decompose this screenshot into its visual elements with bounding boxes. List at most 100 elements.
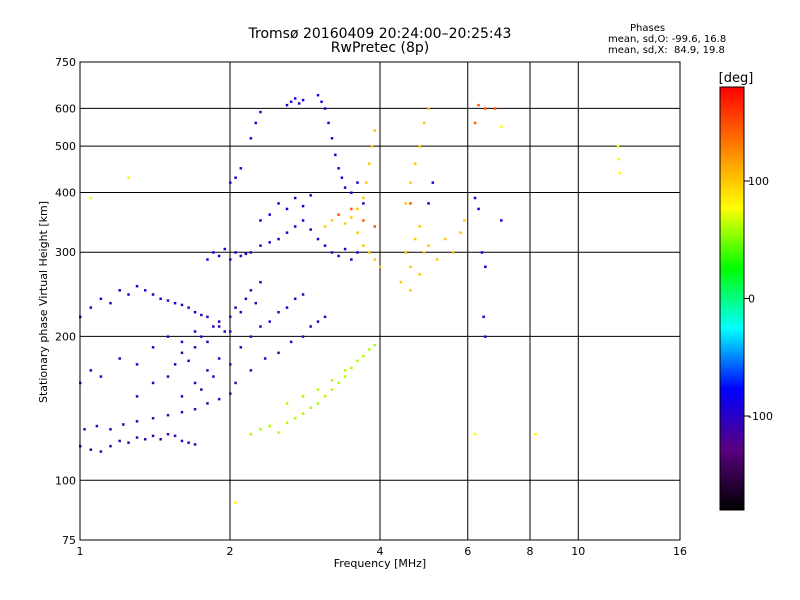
data-point xyxy=(616,145,620,148)
data-point xyxy=(229,363,232,366)
data-point xyxy=(143,289,147,292)
data-point xyxy=(617,158,621,161)
data-point xyxy=(356,359,359,363)
data-point xyxy=(249,251,253,254)
data-point xyxy=(254,301,257,305)
data-point xyxy=(180,395,184,398)
data-point xyxy=(268,424,271,428)
data-point xyxy=(200,335,203,338)
data-point xyxy=(206,315,209,319)
data-point xyxy=(427,107,430,110)
data-point xyxy=(443,237,447,241)
data-point xyxy=(223,247,227,251)
data-point xyxy=(193,381,197,385)
data-point xyxy=(323,395,327,398)
data-point xyxy=(409,202,412,205)
data-point xyxy=(463,219,466,222)
data-point xyxy=(409,265,412,269)
data-point xyxy=(151,346,155,349)
data-point xyxy=(289,100,293,104)
data-point xyxy=(362,219,365,222)
data-point xyxy=(151,381,155,385)
data-point xyxy=(350,366,353,370)
data-point xyxy=(367,162,371,165)
data-point xyxy=(159,297,162,301)
colorbar-tick-label: -100 xyxy=(748,410,773,423)
data-point xyxy=(234,381,237,385)
data-point xyxy=(234,251,237,254)
data-point xyxy=(212,375,215,378)
data-point xyxy=(493,107,497,110)
data-point xyxy=(459,231,462,234)
data-point xyxy=(151,416,155,420)
data-point xyxy=(320,100,323,104)
data-point xyxy=(109,428,112,431)
data-point xyxy=(173,363,177,366)
data-point xyxy=(200,388,203,391)
data-point xyxy=(356,181,359,184)
data-point xyxy=(293,416,297,420)
y-tick-label: 200 xyxy=(55,330,76,343)
data-point xyxy=(343,186,347,189)
data-point xyxy=(229,315,232,319)
data-point xyxy=(484,335,487,338)
colorbar: 100 0 -100 xyxy=(719,86,773,511)
data-point xyxy=(229,181,232,184)
data-point xyxy=(95,424,99,428)
data-point xyxy=(309,194,312,197)
data-point xyxy=(83,428,86,431)
data-point xyxy=(618,171,622,175)
data-point xyxy=(193,407,197,411)
data-point xyxy=(151,293,155,296)
data-point xyxy=(337,254,340,258)
data-point xyxy=(484,107,487,110)
data-point xyxy=(482,315,485,319)
data-point xyxy=(301,335,305,338)
chart-title: Tromsø 20160409 20:24:00–20:25:43 xyxy=(248,26,512,42)
data-point xyxy=(234,176,237,179)
data-point xyxy=(301,204,305,208)
data-point xyxy=(187,306,190,309)
data-point xyxy=(334,153,337,157)
data-point xyxy=(356,207,359,211)
phase-stats-x: mean, sd,X: 84.9, 19.8 xyxy=(608,45,725,56)
data-point xyxy=(404,251,407,254)
data-point xyxy=(330,137,334,140)
data-point xyxy=(427,244,430,247)
y-axis-label: Stationary phase Virtual Height [km] xyxy=(37,201,50,403)
x-tick-label: 2 xyxy=(227,545,234,558)
data-point xyxy=(350,258,353,261)
data-point xyxy=(249,289,253,292)
data-point xyxy=(135,420,139,423)
data-point xyxy=(135,395,139,398)
data-point xyxy=(418,225,421,228)
data-point xyxy=(206,258,209,261)
data-point xyxy=(301,412,305,415)
data-point xyxy=(118,439,121,443)
data-point xyxy=(285,207,289,211)
data-point xyxy=(217,357,221,360)
data-point xyxy=(293,225,297,228)
data-point xyxy=(118,289,121,292)
data-point xyxy=(343,222,347,225)
data-point xyxy=(409,289,412,292)
data-point xyxy=(159,437,162,441)
data-point xyxy=(301,293,305,296)
data-point xyxy=(244,252,248,256)
data-point xyxy=(356,251,359,254)
chart-subtitle: RwPretec (8p) xyxy=(330,40,430,56)
data-point xyxy=(212,325,215,328)
colorbar-tick-label: 100 xyxy=(748,175,769,188)
data-point xyxy=(477,207,480,211)
data-point xyxy=(277,431,280,434)
data-point xyxy=(285,231,289,234)
data-point xyxy=(362,354,365,358)
data-point xyxy=(234,501,237,504)
data-point xyxy=(316,402,320,405)
data-point xyxy=(127,293,130,296)
data-point xyxy=(484,265,487,269)
data-point xyxy=(362,196,365,200)
data-point xyxy=(180,351,184,355)
data-point xyxy=(277,237,280,241)
data-point xyxy=(277,310,280,314)
